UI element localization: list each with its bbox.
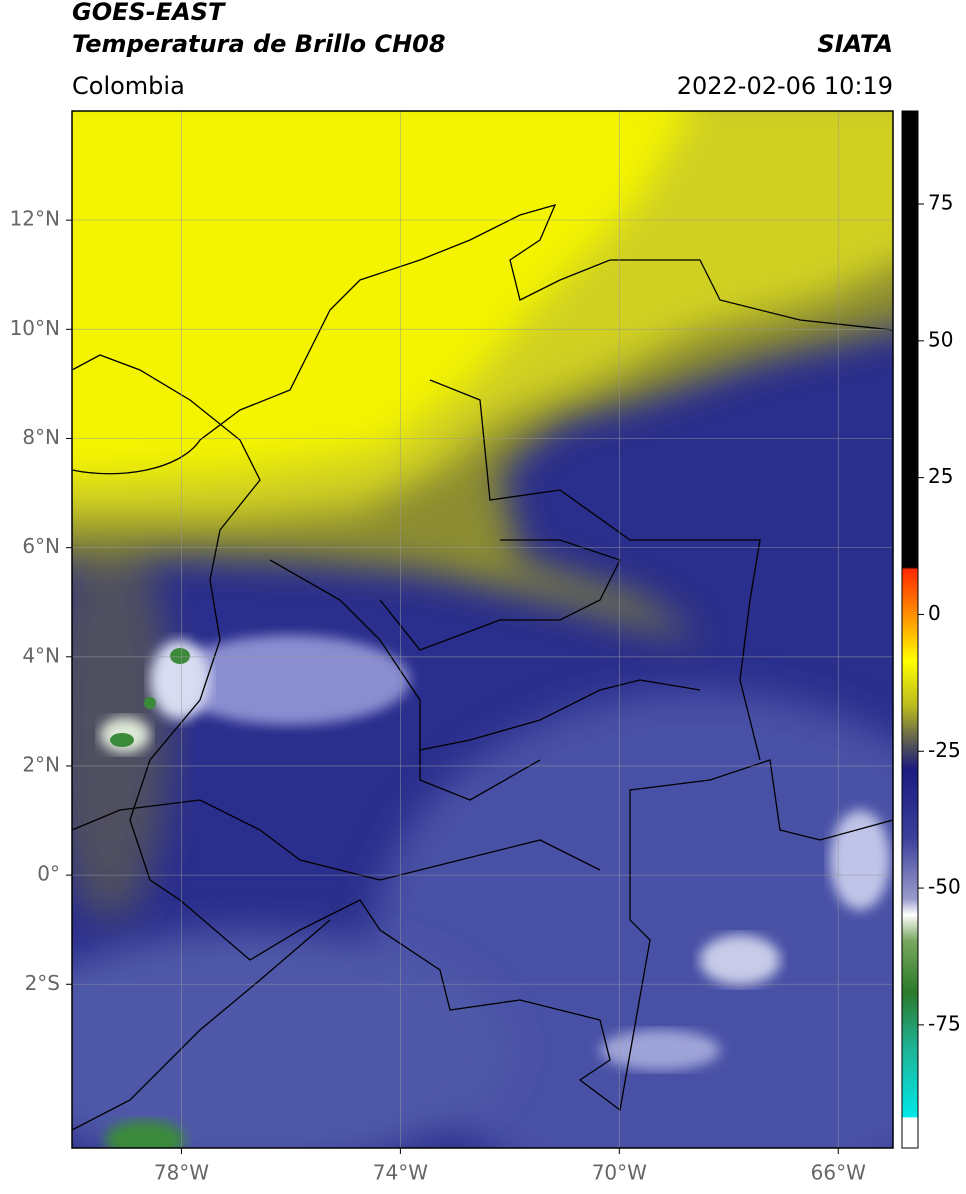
colorbar-tick-label: 25 xyxy=(928,464,953,488)
title: GOES-EAST xyxy=(72,0,226,26)
map-frame xyxy=(71,110,894,1149)
colorbar-tick-label: 50 xyxy=(928,327,953,351)
y-tick-label: 0° xyxy=(37,862,60,886)
subtitle: Temperatura de Brillo CH08 xyxy=(72,30,446,58)
colorbar-tick-label: -25 xyxy=(928,738,961,762)
grid xyxy=(72,111,893,1148)
y-tick-label: 4°N xyxy=(22,643,60,667)
y-tick-label: 2°S xyxy=(25,971,60,995)
source: SIATA xyxy=(817,30,893,58)
colorbar-tick-label: 0 xyxy=(928,601,941,625)
region: Colombia xyxy=(72,72,185,100)
colorbar xyxy=(901,110,919,1149)
colorbar-tick-label: 75 xyxy=(928,191,953,215)
x-tick-label: 74°W xyxy=(373,1161,428,1185)
y-tick-label: 6°N xyxy=(22,534,60,558)
y-tick-label: 12°N xyxy=(10,207,60,231)
timestamp: 2022-02-06 10:19 xyxy=(677,72,893,100)
satellite-image xyxy=(72,111,893,1148)
y-tick-label: 8°N xyxy=(22,425,60,449)
x-tick-label: 78°W xyxy=(154,1161,209,1185)
y-tick-label: 10°N xyxy=(10,316,60,340)
colorbar-tick-label: -75 xyxy=(928,1011,961,1035)
x-tick-label: 70°W xyxy=(592,1161,647,1185)
colorbar-tick-label: -50 xyxy=(928,875,961,899)
y-tick-label: 2°N xyxy=(22,752,60,776)
x-tick-label: 66°W xyxy=(811,1161,866,1185)
